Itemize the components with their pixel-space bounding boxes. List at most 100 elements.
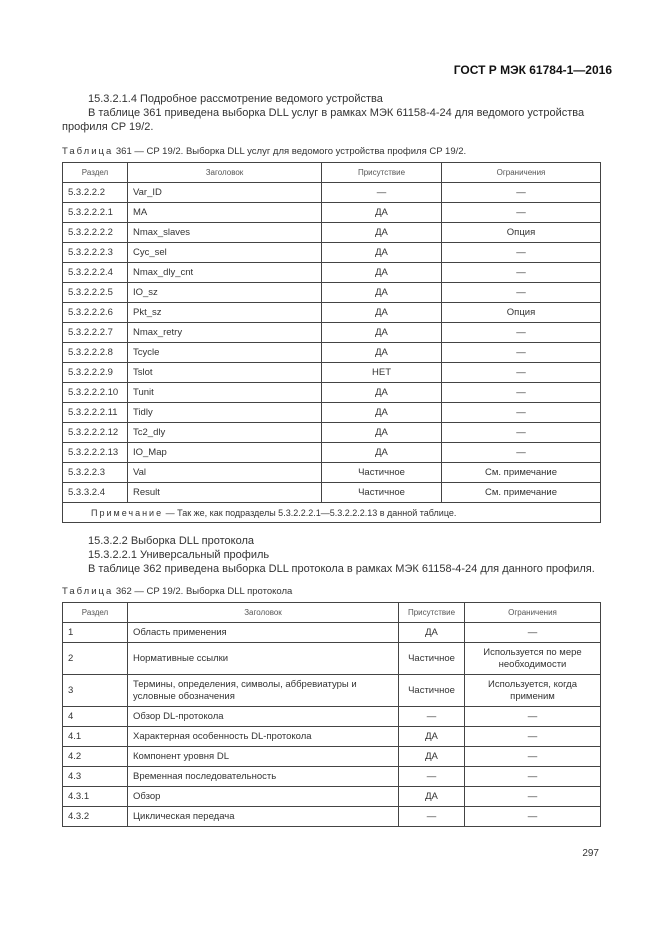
table-cell: ДА xyxy=(321,442,442,463)
table-cell: ДА xyxy=(321,342,442,363)
table-cell: 5.3.2.2.2.1 xyxy=(62,202,128,223)
table-cell: — xyxy=(464,806,601,827)
table-cell: — xyxy=(464,622,601,643)
note-prefix: Примечание xyxy=(91,507,164,518)
table-cell: Var_ID xyxy=(127,182,322,203)
section-heading: 15.3.2.2 Выборка DLL протокола xyxy=(88,535,254,547)
table-cell: Используется, когда применим xyxy=(464,674,601,707)
table-cell: См. примечание xyxy=(441,482,601,503)
table-cell: ДА xyxy=(321,422,442,443)
table-361: Раздел Заголовок Присутствие Ограничения… xyxy=(62,162,601,523)
table-cell: — xyxy=(441,242,601,263)
paragraph-line: профиля CP 19/2. xyxy=(62,121,154,133)
table-row: 5.3.2.2.2 Var_ID — — xyxy=(62,182,601,203)
table-cell: — xyxy=(441,342,601,363)
table-row: 4.3.1 Обзор ДА — xyxy=(62,786,601,807)
table-cell: Опция xyxy=(441,302,601,323)
column-header: Присутствие xyxy=(398,602,465,623)
table-cell: 5.3.2.2.2.3 xyxy=(62,242,128,263)
table-cell: — xyxy=(441,182,601,203)
table-row: 4.2 Компонент уровня DL ДА — xyxy=(62,746,601,767)
column-header: Раздел xyxy=(62,602,128,623)
table-cell: — xyxy=(441,322,601,343)
table-cell: — xyxy=(441,422,601,443)
table-cell: — xyxy=(464,746,601,767)
table-cell: Tcycle xyxy=(127,342,322,363)
table-cell: НЕТ xyxy=(321,362,442,383)
table-cell: Result xyxy=(127,482,322,503)
table-row: 5.3.2.2.2.4 Nmax_dly_cnt ДА — xyxy=(62,262,601,283)
table-cell: Обзор DL-протокола xyxy=(127,706,399,727)
table-cell: Временная последовательность xyxy=(127,766,399,787)
table-header-row: Раздел Заголовок Присутствие Ограничения xyxy=(62,162,601,183)
table-row: 5.3.2.2.2.11 Tidly ДА — xyxy=(62,402,601,423)
table-cell: Частичное xyxy=(321,462,442,483)
table-cell: 4.2 xyxy=(62,746,128,767)
table-row: 4.3 Временная последовательность — — xyxy=(62,766,601,787)
table-cell: 4.3.1 xyxy=(62,786,128,807)
table-cell: Используется по мере необходимости xyxy=(464,642,601,675)
table-cell: 5.3.3.2.4 xyxy=(62,482,128,503)
table-row: 2 Нормативные ссылки Частичное Используется… xyxy=(62,642,601,675)
table-cell: ДА xyxy=(321,242,442,263)
table-cell: Область применения xyxy=(127,622,399,643)
table-cell: 5.3.2.2.2.6 xyxy=(62,302,128,323)
table-cell: 5.3.2.2.2.12 xyxy=(62,422,128,443)
table-cell: Tslot xyxy=(127,362,322,383)
table-cell: ДА xyxy=(398,746,465,767)
table-cell: IO_sz xyxy=(127,282,322,303)
table-cell: Val xyxy=(127,462,322,483)
table-cell: 5.3.2.2.2.4 xyxy=(62,262,128,283)
table-cell: Tunit xyxy=(127,382,322,403)
table-cell: — xyxy=(441,202,601,223)
table-cell: ДА xyxy=(321,222,442,243)
table-row: 5.3.2.2.2.12 Tc2_dly ДА — xyxy=(62,422,601,443)
table-cell: ДА xyxy=(398,622,465,643)
table-row: 5.3.2.2.2.9 Tslot НЕТ — xyxy=(62,362,601,383)
table-cell: Частичное xyxy=(321,482,442,503)
page-number: 297 xyxy=(582,848,599,859)
table-row: 5.3.2.2.2.10 Tunit ДА — xyxy=(62,382,601,403)
document-header: ГОСТ Р МЭК 61784-1—2016 xyxy=(453,63,612,77)
table-cell: Tidly xyxy=(127,402,322,423)
table-cell: — xyxy=(441,442,601,463)
table-cell: — xyxy=(441,382,601,403)
paragraph-line: В таблице 361 приведена выборка DLL услу… xyxy=(88,107,585,119)
column-header: Присутствие xyxy=(321,162,442,183)
table-cell: Nmax_dly_cnt xyxy=(127,262,322,283)
table-cell: ДА xyxy=(321,322,442,343)
subsection-heading: 15.3.2.2.1 Универсальный профиль xyxy=(88,549,270,561)
table-cell: 1 xyxy=(62,622,128,643)
table-cell: 5.3.2.2.2.2 xyxy=(62,222,128,243)
table-cell: ДА xyxy=(321,302,442,323)
table-cell: Частичное xyxy=(398,674,465,707)
table-row: 4 Обзор DL-протокола — — xyxy=(62,706,601,727)
table-row: 5.3.2.2.2.3 Cyc_sel ДА — xyxy=(62,242,601,263)
table-cell: — xyxy=(441,262,601,283)
table-row: 5.3.2.2.2.13 IO_Map ДА — xyxy=(62,442,601,463)
caption-text: 361 — CP 19/2. Выборка DLL услуг для вед… xyxy=(113,146,467,157)
column-header: Ограничения xyxy=(441,162,601,183)
column-header: Ограничения xyxy=(464,602,601,623)
table-cell: 2 xyxy=(62,642,128,675)
table-note-row: Примечание — Так же, как подразделы 5.3.… xyxy=(62,502,601,523)
table-cell: 5.3.2.2.2.10 xyxy=(62,382,128,403)
table-row: 1 Область применения ДА — xyxy=(62,622,601,643)
table-cell: Циклическая передача xyxy=(127,806,399,827)
table-row: 3 Термины, определения, символы, аббревиа… xyxy=(62,674,601,707)
table-cell: — xyxy=(321,182,442,203)
table-row: 5.3.2.2.2.8 Tcycle ДА — xyxy=(62,342,601,363)
table-cell: Частичное xyxy=(398,642,465,675)
table-header-row: Раздел Заголовок Присутствие Ограничения xyxy=(62,602,601,623)
table-cell: Термины, определения, символы, аббревиат… xyxy=(127,674,399,707)
table-cell: Обзор xyxy=(127,786,399,807)
table-362: Раздел Заголовок Присутствие Ограничения… xyxy=(62,602,601,827)
table-cell: См. примечание xyxy=(441,462,601,483)
column-header: Раздел xyxy=(62,162,128,183)
table-cell: Характерная особенность DL-протокола xyxy=(127,726,399,747)
table-row: 5.3.3.2.4 Result Частичное См. примечание xyxy=(62,482,601,503)
table-cell: 5.3.2.2.2.8 xyxy=(62,342,128,363)
table-cell: Компонент уровня DL xyxy=(127,746,399,767)
table-cell: — xyxy=(398,706,465,727)
table-cell: — xyxy=(441,402,601,423)
